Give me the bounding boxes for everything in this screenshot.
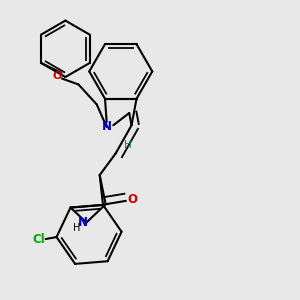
- Text: N: N: [102, 120, 112, 134]
- Text: Cl: Cl: [32, 233, 45, 246]
- Text: H: H: [124, 140, 132, 150]
- Text: O: O: [52, 71, 62, 81]
- Text: O: O: [127, 193, 137, 206]
- Text: N: N: [77, 216, 87, 229]
- Text: H: H: [74, 224, 81, 233]
